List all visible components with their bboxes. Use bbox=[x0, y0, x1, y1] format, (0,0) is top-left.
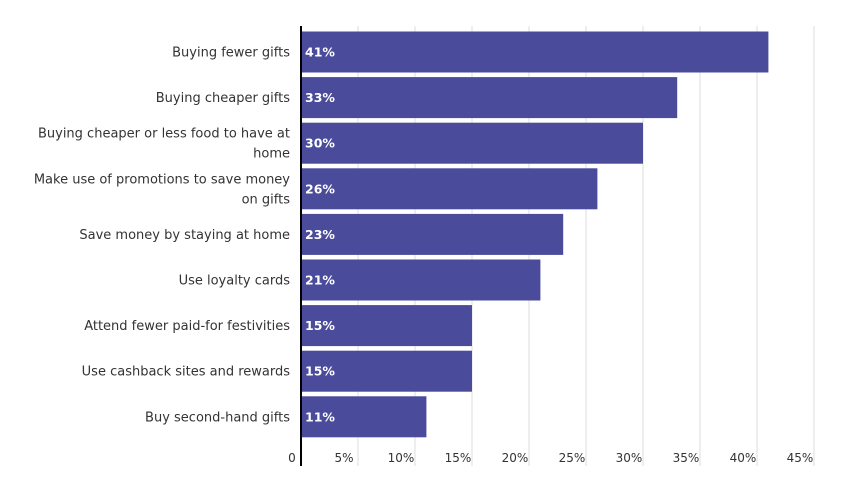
bar-value-label: 15% bbox=[305, 364, 335, 379]
category-label: Buying cheaper gifts bbox=[156, 91, 290, 106]
category-label: Make use of promotions to save money bbox=[34, 172, 290, 187]
category-label: Use cashback sites and rewards bbox=[82, 365, 291, 380]
category-label: Save money by staying at home bbox=[79, 228, 290, 243]
category-labels: Buying fewer gifts Buying cheaper gifts Bu… bbox=[34, 46, 290, 426]
category-label: home bbox=[253, 147, 290, 162]
bar-value-label: 26% bbox=[305, 181, 335, 196]
bar bbox=[301, 305, 472, 347]
x-tick-label: 45% bbox=[787, 451, 814, 465]
bar-value-label: 21% bbox=[305, 273, 335, 288]
x-tick-label: 10% bbox=[388, 451, 415, 465]
bar-value-label: 33% bbox=[305, 90, 335, 105]
category-label: Buy second-hand gifts bbox=[145, 410, 290, 425]
category-label: Buying fewer gifts bbox=[172, 46, 290, 61]
bar-value-label: 30% bbox=[305, 136, 335, 151]
bar bbox=[301, 396, 427, 438]
x-tick-label: 35% bbox=[673, 451, 700, 465]
x-tick-label: 40% bbox=[730, 451, 757, 465]
bars: 41% 33% 30% 26% 23% 21% 15% 15% 11% bbox=[301, 31, 769, 438]
category-label: Attend fewer paid-for festivities bbox=[84, 319, 290, 334]
bar-value-label: 23% bbox=[305, 227, 335, 242]
bar bbox=[301, 213, 564, 255]
x-axis-tick-labels: 0 5% 10% 15% 20% 25% 30% 35% 40% 45% bbox=[288, 451, 813, 465]
category-label: Buying cheaper or less food to have at bbox=[38, 127, 290, 142]
bar bbox=[301, 77, 678, 119]
x-tick-label: 0 bbox=[288, 451, 296, 465]
category-label: on gifts bbox=[242, 192, 291, 207]
x-tick-label: 5% bbox=[334, 451, 353, 465]
x-tick-label: 15% bbox=[445, 451, 472, 465]
x-tick-label: 25% bbox=[559, 451, 586, 465]
bar bbox=[301, 122, 643, 164]
x-tick-label: 30% bbox=[616, 451, 643, 465]
bar-value-label: 15% bbox=[305, 318, 335, 333]
x-tick-label: 20% bbox=[502, 451, 529, 465]
bar bbox=[301, 350, 472, 392]
bar bbox=[301, 168, 598, 210]
category-label: Use loyalty cards bbox=[179, 274, 291, 289]
bar-value-label: 11% bbox=[305, 409, 335, 424]
bar bbox=[301, 31, 769, 73]
bar bbox=[301, 259, 541, 301]
bar-value-label: 41% bbox=[305, 45, 335, 60]
